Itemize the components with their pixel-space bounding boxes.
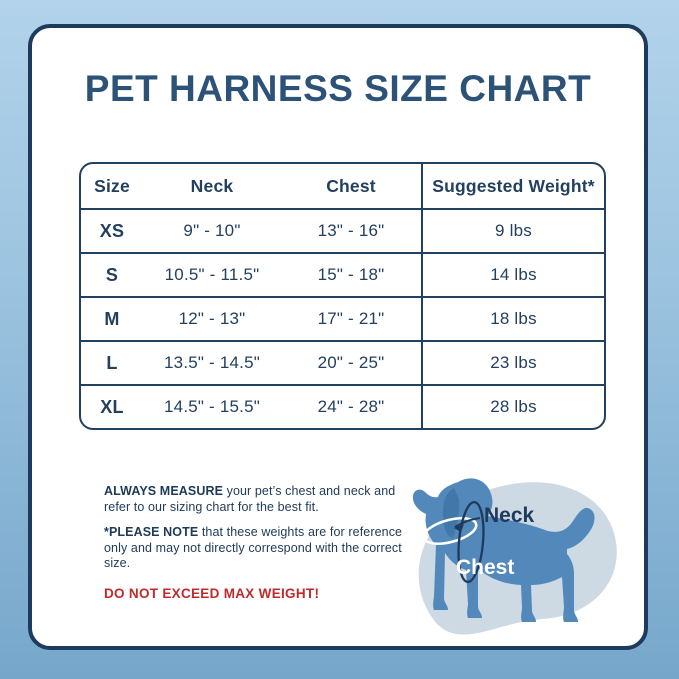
please-note-text: that these weights are for reference onl…	[104, 525, 403, 570]
size-cell: XS	[99, 220, 125, 241]
table-row-xs: XS 9" - 10" 13" - 16" 9 lbs	[81, 208, 604, 252]
neck-cell: 12" - 13"	[178, 309, 246, 328]
always-measure-note: ALWAYS MEASURE your pet’s chest and neck…	[104, 484, 412, 515]
neck-arrowhead	[454, 524, 464, 532]
table-row-xl: XL 14.5" - 15.5" 24" - 28" 28 lbs	[81, 384, 604, 428]
size-cell: L	[106, 352, 118, 373]
table-row-l: L 13.5" - 14.5" 20" - 25" 23 lbs	[81, 340, 604, 384]
dog-diagram-svg: Neck Chest	[412, 478, 617, 635]
page-title: PET HARNESS SIZE CHART	[84, 68, 592, 109]
neck-cell: 14.5" - 15.5"	[164, 397, 260, 416]
always-measure-lead: ALWAYS MEASURE	[104, 484, 224, 498]
size-chart-card: PET HARNESS SIZE CHART Size Neck Chest S…	[28, 24, 648, 650]
header-chest: Chest	[326, 175, 376, 196]
chest-cell: 13" - 16"	[317, 221, 385, 240]
please-note-lead: *PLEASE NOTE	[104, 525, 199, 539]
chest-strap	[457, 500, 485, 584]
measuring-notes: ALWAYS MEASURE your pet’s chest and neck…	[104, 484, 412, 601]
header-neck: Neck	[190, 175, 234, 196]
table-row-s: S 10.5" - 11.5" 15" - 18" 14 lbs	[81, 252, 604, 296]
chest-cell: 17" - 21"	[317, 309, 385, 328]
neck-cell: 10.5" - 11.5"	[164, 265, 260, 284]
dog-measurement-illustration: Neck Chest	[392, 452, 632, 652]
chest-label: Chest	[456, 556, 514, 579]
chest-cell: 24" - 28"	[317, 397, 385, 416]
size-table: Size Neck Chest Suggested Weight* XS 9" …	[79, 162, 606, 430]
neck-cell: 9" - 10"	[183, 221, 241, 240]
table-header-row: Size Neck Chest Suggested Weight*	[81, 164, 604, 208]
neck-arrow	[454, 517, 481, 528]
weight-cell: 9 lbs	[421, 210, 604, 252]
max-weight-warning: DO NOT EXCEED MAX WEIGHT!	[104, 585, 320, 601]
always-measure-text: your pet’s chest and neck and refer to o…	[104, 484, 396, 514]
table-row-m: M 12" - 13" 17" - 21" 18 lbs	[81, 296, 604, 340]
weight-cell: 14 lbs	[421, 254, 604, 296]
weight-cell: 18 lbs	[421, 298, 604, 340]
header-size: Size	[94, 175, 130, 196]
chest-cell: 15" - 18"	[317, 265, 385, 284]
weight-cell: 23 lbs	[421, 342, 604, 384]
neck-strap	[422, 517, 478, 545]
neck-cell: 13.5" - 14.5"	[164, 353, 260, 372]
header-weight: Suggested Weight*	[421, 164, 604, 208]
weight-cell: 28 lbs	[421, 386, 604, 428]
please-note: *PLEASE NOTE that these weights are for …	[104, 525, 412, 572]
dog-ear	[442, 488, 460, 538]
size-cell: S	[105, 264, 119, 285]
size-cell: XL	[100, 396, 124, 417]
neck-label: Neck	[484, 504, 535, 527]
chest-cell: 20" - 25"	[317, 353, 385, 372]
size-cell: M	[104, 308, 120, 329]
